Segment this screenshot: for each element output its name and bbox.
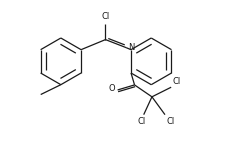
Text: Cl: Cl [173,77,181,86]
Text: Cl: Cl [166,116,175,125]
Text: Cl: Cl [101,12,110,21]
Text: N: N [128,43,134,52]
Text: Cl: Cl [137,116,146,125]
Text: O: O [109,84,115,93]
